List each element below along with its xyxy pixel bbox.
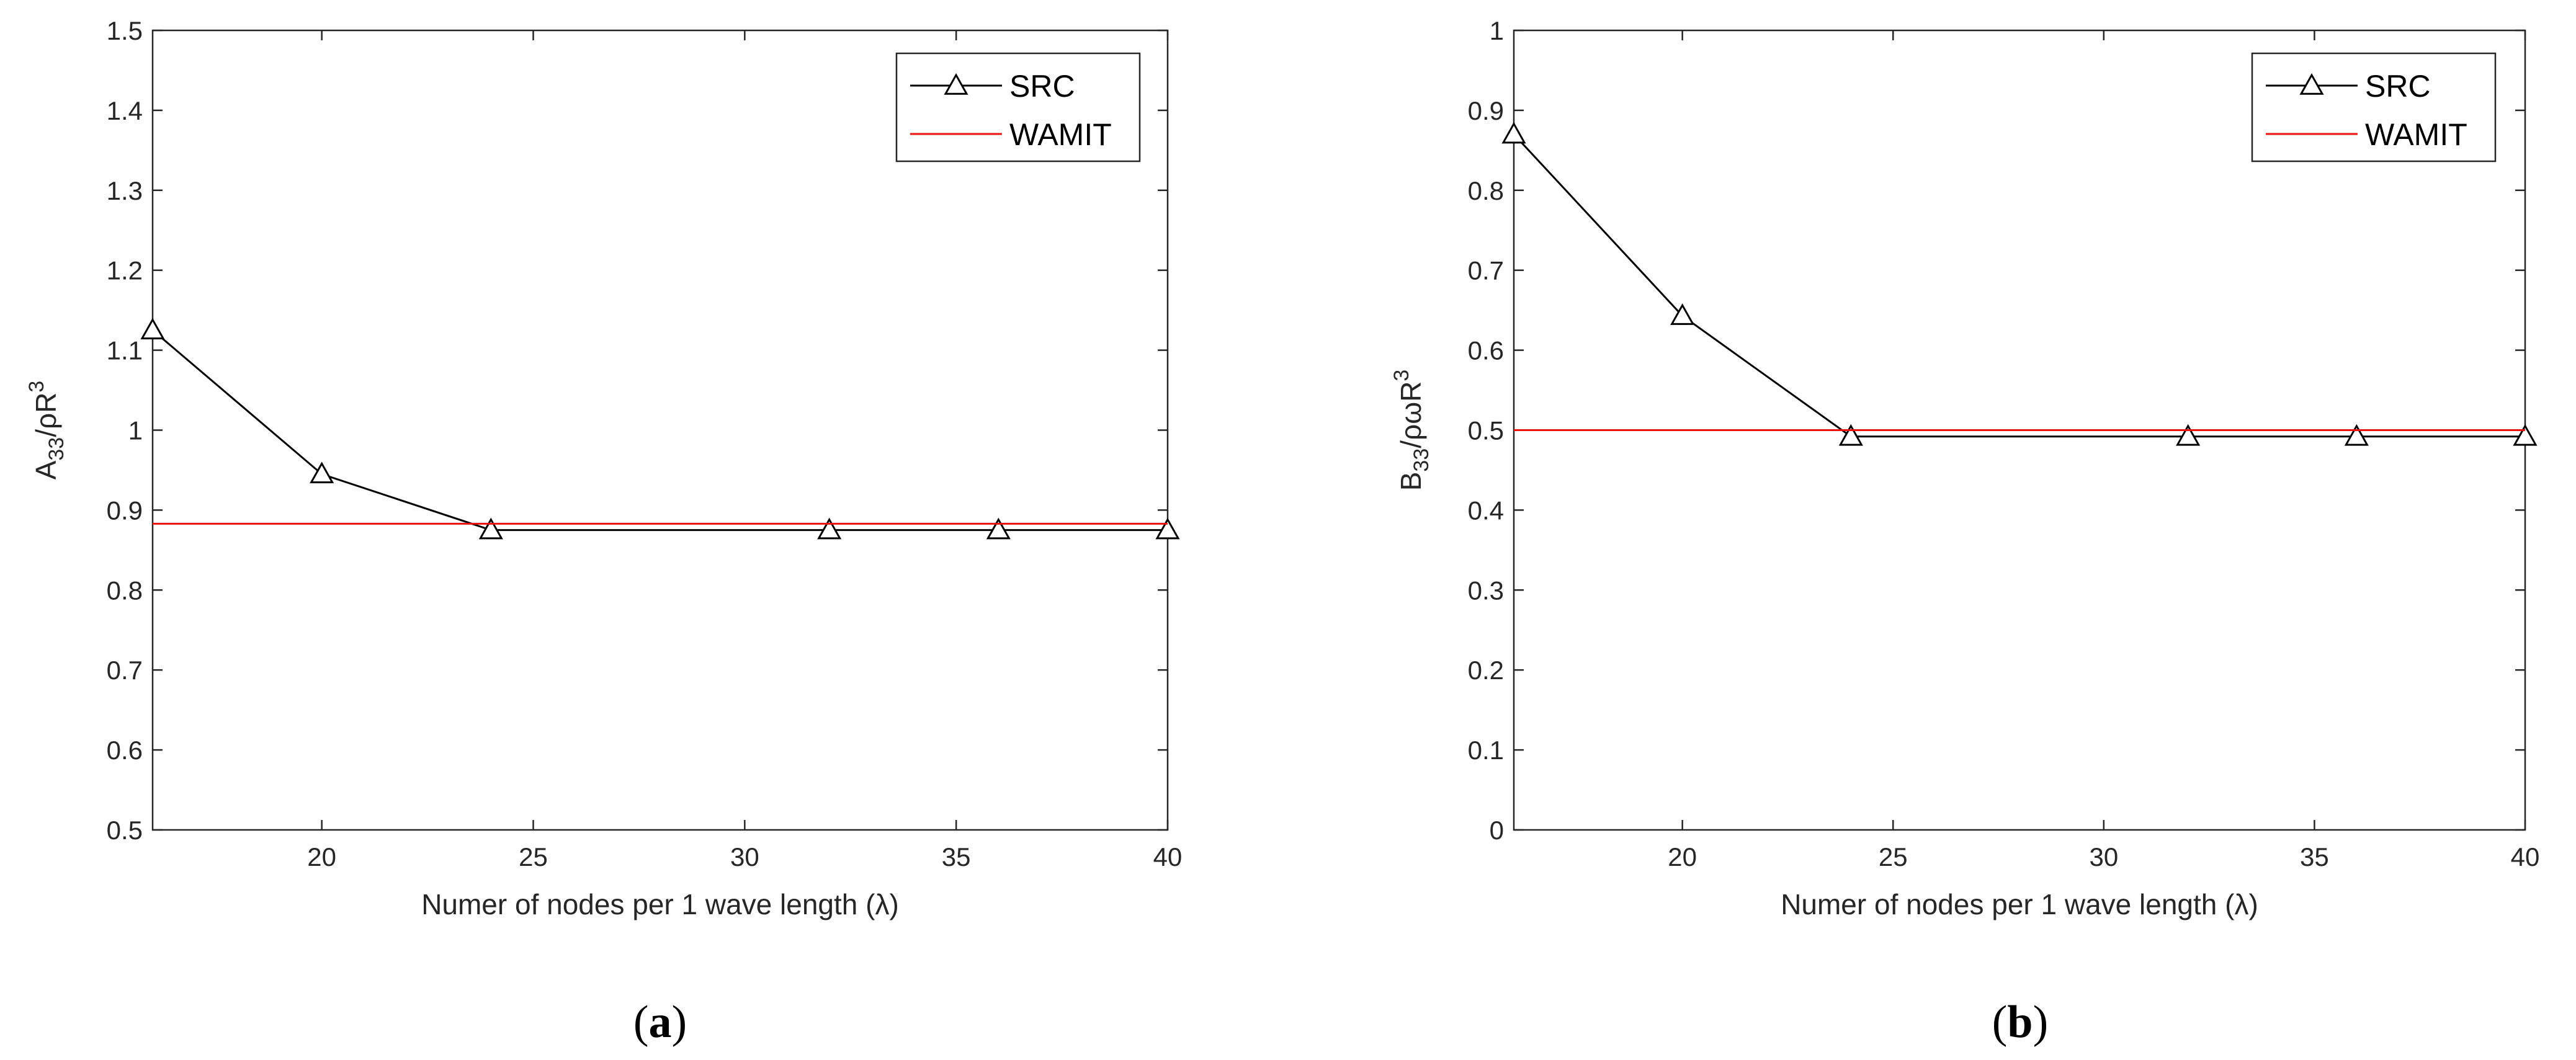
y-tick-label: 1.1 — [107, 336, 143, 365]
panel-label: (a) — [633, 997, 687, 1048]
legend-label-src: SRC — [1009, 69, 1075, 104]
y-tick-label: 0 — [1490, 816, 1504, 845]
y-axis-label: A33/ρR3 — [25, 381, 68, 480]
data-point — [2176, 424, 2201, 446]
y-tick-label: 0.7 — [1468, 256, 1504, 285]
y-tick-label: 1 — [128, 416, 143, 445]
data-point — [1501, 122, 1526, 144]
y-tick-label: 1.3 — [107, 176, 143, 205]
y-axis-label: B33/ρωR3 — [1390, 370, 1433, 491]
data-point — [986, 517, 1011, 540]
data-point — [310, 461, 334, 484]
y-tick-label: 0.8 — [107, 576, 143, 605]
x-tick-label: 30 — [730, 842, 759, 871]
y-tick-label: 1.5 — [107, 16, 143, 45]
legend-marker — [944, 73, 968, 95]
y-tick-label: 0.9 — [107, 496, 143, 525]
y-tick-label: 0.9 — [1468, 96, 1504, 125]
x-tick-label: 35 — [942, 842, 971, 871]
y-tick-label: 1 — [1490, 16, 1504, 45]
data-point — [478, 517, 503, 540]
y-tick-label: 0.5 — [1468, 416, 1504, 445]
y-tick-label: 0.6 — [107, 736, 143, 765]
y-tick-label: 0.6 — [1468, 336, 1504, 365]
data-point — [1670, 303, 1695, 325]
y-tick-label: 0.4 — [1468, 496, 1504, 525]
data-point — [1155, 517, 1180, 540]
y-tick-label: 0.1 — [1468, 736, 1504, 765]
data-point — [2344, 424, 2369, 446]
legend-label-wamit: WAMIT — [1009, 117, 1112, 152]
y-tick-label: 0.3 — [1468, 576, 1504, 605]
x-tick-label: 40 — [1153, 842, 1183, 871]
x-tick-label: 40 — [2511, 842, 2540, 871]
y-tick-label: 0.8 — [1468, 176, 1504, 205]
y-tick-label: 1.4 — [107, 96, 143, 125]
legend-box — [895, 52, 1141, 163]
y-tick-label: 0.7 — [107, 656, 143, 685]
data-point — [817, 517, 842, 540]
series-line-src — [1513, 133, 2525, 438]
x-axis-label: Numer of nodes per 1 wave length (λ) — [421, 888, 899, 920]
data-point — [140, 318, 165, 340]
x-tick-label: 35 — [2300, 842, 2329, 871]
y-tick-label: 0.2 — [1468, 656, 1504, 685]
data-point — [1838, 424, 1863, 446]
data-point — [2513, 424, 2538, 446]
chart-panel-a: 0.5 0.6 0.7 0.8 0.9 1 1.1 1.2 1.3 1.4 1.5 20 25 30 35 4… — [25, 16, 1182, 1048]
legend-label-src: SRC — [2365, 69, 2431, 104]
x-tick-label: 30 — [2089, 842, 2118, 871]
x-tick-label: 25 — [1879, 842, 1908, 871]
panel-label: (b) — [1992, 997, 2048, 1048]
x-tick-label: 20 — [307, 842, 336, 871]
chart-panel-b: 0 0.1 0.2 0.3 0.4 0.5 0.6 0.7 0.8 0.9 1 20 25 30 35 40 N… — [1390, 16, 2539, 1048]
legend-label-wamit: WAMIT — [2365, 117, 2467, 152]
x-axis-label: Numer of nodes per 1 wave length (λ) — [1781, 888, 2258, 920]
legend-box — [2251, 52, 2497, 163]
x-tick-label: 25 — [519, 842, 548, 871]
y-tick-label: 0.5 — [107, 816, 143, 845]
legend-marker — [2299, 73, 2324, 95]
x-tick-label: 20 — [1668, 842, 1697, 871]
y-tick-label: 1.2 — [107, 256, 143, 285]
series-line-src — [152, 329, 1168, 532]
